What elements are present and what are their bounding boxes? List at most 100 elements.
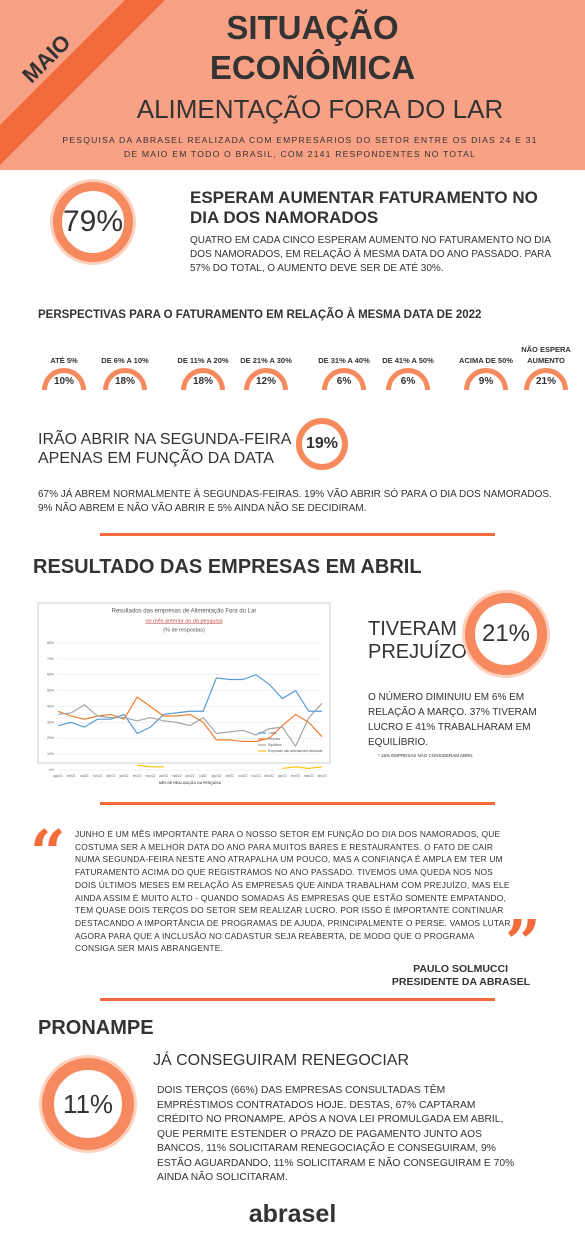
gauge-label: DE 31% A 40% bbox=[318, 356, 370, 365]
x-tick-label: jan/23 bbox=[277, 774, 287, 778]
gauge bbox=[42, 368, 86, 390]
y-tick-label: 30% bbox=[47, 720, 54, 724]
x-tick-label: ago/21 bbox=[53, 774, 63, 778]
x-tick-label: mar/22 bbox=[145, 774, 155, 778]
gauge-label: ACIMA DE 50% bbox=[459, 356, 513, 365]
x-tick-label: set/21 bbox=[67, 774, 76, 778]
gauge-label: DE 41% A 50% bbox=[382, 356, 434, 365]
percent-ring: 21% bbox=[465, 593, 547, 675]
series-line bbox=[57, 674, 322, 735]
y-tick-label: 0% bbox=[49, 768, 54, 772]
section-title: PRONAMPE bbox=[38, 1017, 154, 1039]
x-tick-label: jun/22 bbox=[185, 774, 195, 778]
x-tick-label: abr/23 bbox=[317, 774, 326, 778]
gauge bbox=[244, 368, 288, 390]
x-tick-label: set/22 bbox=[225, 774, 234, 778]
gauge-value: 10% bbox=[53, 376, 74, 387]
series-line bbox=[57, 696, 323, 743]
legend-label: Prejuízo bbox=[268, 737, 280, 741]
gauge-value: 6% bbox=[336, 376, 352, 387]
gauge-value: 9% bbox=[478, 376, 494, 387]
percent-ring: 79% bbox=[53, 182, 133, 262]
gauge-label: DE 6% A 10% bbox=[101, 356, 149, 365]
quote-mark: “ bbox=[30, 816, 66, 889]
quote-mark: ” bbox=[505, 906, 541, 979]
subtitle: ALIMENTAÇÃO FORA DO LAR bbox=[136, 94, 504, 124]
gauge-label: DE 11% A 20% bbox=[177, 356, 229, 365]
y-tick-label: 10% bbox=[47, 752, 54, 756]
series-line bbox=[57, 702, 323, 748]
chart-note: (% de respostas) bbox=[163, 627, 205, 633]
author-role: PRESIDENTE DA ABRASEL bbox=[391, 976, 530, 988]
y-tick-label: 70% bbox=[47, 657, 54, 661]
x-tick-label: jul/22 bbox=[198, 774, 207, 778]
gauge-value: 21% bbox=[535, 376, 556, 387]
y-tick-label: 50% bbox=[47, 689, 54, 693]
body-text: O NÚMERO DIMINUIU EM 6% EM RELAÇÃO A MAR… bbox=[368, 692, 537, 748]
logo: abrasel bbox=[248, 1200, 337, 1228]
x-tick-label: out/21 bbox=[80, 774, 89, 778]
x-tick-label: abr/22 bbox=[159, 774, 168, 778]
gauge-value: 12% bbox=[255, 376, 276, 387]
gauge bbox=[386, 368, 430, 390]
author-name: PAULO SOLMUCCI bbox=[413, 963, 508, 975]
x-tick-label: dez/21 bbox=[106, 774, 116, 778]
legend-label: Empresas não abertas/sem atividade bbox=[268, 749, 323, 753]
x-tick-label: mai/22 bbox=[172, 774, 182, 778]
x-axis-label: MÊS DE REALIZAÇÃO DA PESQUISA bbox=[159, 780, 222, 785]
heading: ESPERAM AUMENTAR FATURAMENTO NO DIA DOS … bbox=[190, 188, 538, 227]
chart-subtitle: no mês anterior ao da pesquisa bbox=[145, 618, 223, 624]
heading: IRÃO ABRIR NA SEGUNDA-FEIRA APENAS EM FU… bbox=[38, 431, 291, 467]
x-tick-label: mar/23 bbox=[304, 774, 314, 778]
section-title: RESULTADO DAS EMPRESAS EM ABRIL bbox=[33, 556, 422, 578]
divider bbox=[100, 998, 495, 1001]
y-tick-label: 80% bbox=[47, 641, 54, 645]
legend-label: Equilíbrio bbox=[268, 743, 282, 747]
gauge bbox=[181, 368, 225, 390]
y-tick-label: 20% bbox=[47, 736, 54, 740]
x-tick-label: jan/22 bbox=[119, 774, 129, 778]
chart-title: Resultados das empresas de Alimentação F… bbox=[112, 609, 257, 615]
gauge-value: 18% bbox=[192, 376, 213, 387]
x-tick-label: out/22 bbox=[238, 774, 247, 778]
x-tick-label: nov/22 bbox=[251, 774, 261, 778]
x-tick-label: dez/22 bbox=[264, 774, 274, 778]
x-tick-label: ago/22 bbox=[212, 774, 222, 778]
x-tick-label: nov/21 bbox=[93, 774, 103, 778]
ribbon bbox=[0, 0, 165, 165]
body-text: DOIS TERÇOS (66%) DAS EMPRESAS CONSULTAD… bbox=[157, 1085, 515, 1183]
heading: TIVERAM PREJUÍZO bbox=[368, 618, 467, 663]
footnote: * 15% EMPRESAS NÃO CONSIDERAM ABRIL bbox=[378, 753, 474, 758]
gauge bbox=[103, 368, 147, 390]
body-text: QUATRO EM CADA CINCO ESPERAM AUMENTO NO … bbox=[190, 235, 551, 274]
percent-ring: 19% bbox=[296, 418, 348, 470]
description: PESQUISA DA ABRASEL REALIZADA COM EMPRES… bbox=[62, 135, 538, 159]
quote-text: JUNHO É UM MÊS IMPORTANTE PARA O NOSSO S… bbox=[75, 829, 511, 954]
title: SITUAÇÃO ECONÔMICA bbox=[0, 8, 585, 88]
divider bbox=[100, 533, 495, 536]
y-tick-label: 40% bbox=[47, 704, 54, 708]
gauge-label: NÃO ESPERA AUMENTO bbox=[521, 345, 571, 365]
gauge-label: ATÉ 5% bbox=[50, 356, 78, 365]
series-line bbox=[137, 764, 323, 770]
x-tick-label: fev/22 bbox=[133, 774, 142, 778]
gauge bbox=[464, 368, 508, 390]
heading: JÁ CONSEGUIRAM RENEGOCIAR bbox=[153, 1052, 410, 1069]
chart-frame bbox=[37, 602, 331, 764]
gauge-label: DE 21% A 30% bbox=[240, 356, 292, 365]
legend-label: Lucro bbox=[268, 731, 276, 735]
gauge bbox=[322, 368, 366, 390]
quote-author: PAULO SOLMUCCI PRESIDENTE DA ABRASEL bbox=[300, 963, 530, 989]
title-line: ECONÔMICA bbox=[209, 49, 416, 86]
section-title: PERSPECTIVAS PARA O FATURAMENTO EM RELAÇ… bbox=[38, 309, 482, 321]
x-tick-label: fev/23 bbox=[291, 774, 300, 778]
gauge-value: 18% bbox=[114, 376, 135, 387]
title-line: SITUAÇÃO bbox=[226, 9, 399, 46]
y-tick-label: 60% bbox=[47, 673, 54, 677]
body-text: 67% JÁ ABREM NORMALMENTE À SEGUNDAS-FEIR… bbox=[38, 489, 552, 514]
percent-ring: 11% bbox=[42, 1058, 134, 1150]
gauge-value: 6% bbox=[400, 376, 416, 387]
gauge bbox=[524, 368, 568, 390]
